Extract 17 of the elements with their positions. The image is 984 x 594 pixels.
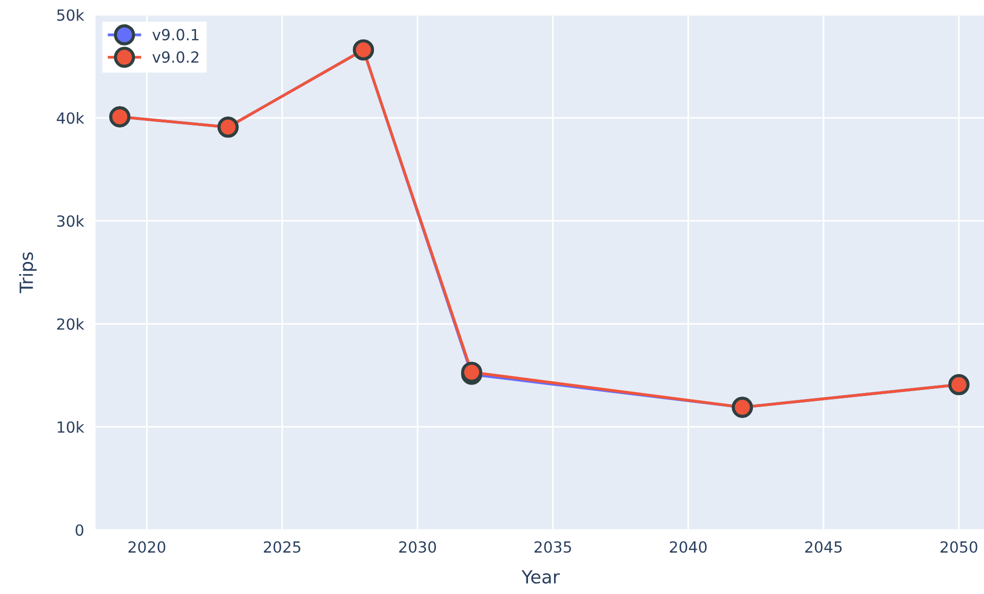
- y-axis-title: Trips: [19, 252, 37, 294]
- y-tick-label: 50k: [57, 9, 84, 21]
- x-axis-title: Year: [522, 570, 560, 584]
- x-tick-label: 2040: [670, 541, 707, 553]
- x-tick-label: 2025: [264, 541, 300, 553]
- y-tick-label: 30k: [57, 215, 84, 227]
- y-tick-label: 0: [76, 524, 84, 536]
- x-tick-label: 2050: [940, 541, 978, 553]
- y-tick-label: 40k: [56, 112, 84, 124]
- legend-label: v9.0.2: [152, 51, 198, 63]
- y-tick-label: 10k: [58, 421, 84, 433]
- x-tick-label: 2030: [399, 541, 436, 553]
- legend-label: v9.0.1: [152, 28, 198, 40]
- x-tick-label: 2045: [805, 541, 842, 553]
- y-tick-label: 20k: [57, 318, 84, 330]
- x-tick-label: 2020: [128, 541, 166, 553]
- x-tick-label: 2035: [534, 541, 571, 553]
